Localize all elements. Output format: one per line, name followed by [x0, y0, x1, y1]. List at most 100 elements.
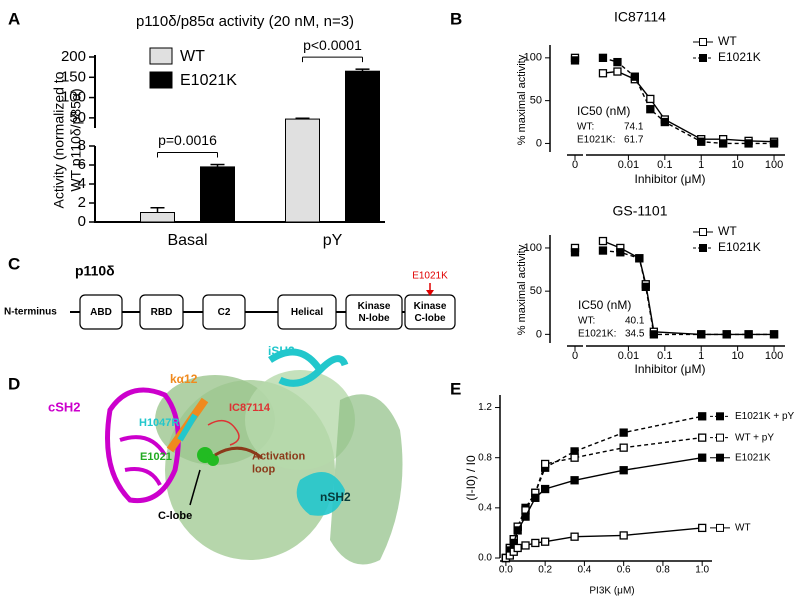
- point: [641, 282, 650, 291]
- ic50-name: WT:: [577, 122, 594, 133]
- point: [646, 94, 655, 104]
- ish2: [268, 348, 349, 387]
- point: [598, 236, 608, 246]
- inhibitor: [207, 419, 240, 446]
- domain-label-line: Helical: [291, 307, 323, 318]
- legend-swatch: [149, 47, 173, 65]
- structure-label: iSH2: [268, 344, 295, 358]
- x-tick-label: pY: [323, 232, 343, 249]
- mutation-arrowhead: [426, 290, 434, 296]
- panel-label: D: [8, 374, 20, 393]
- y-tick-label: 8: [78, 137, 86, 154]
- h1047r-helix: [177, 413, 198, 442]
- y-axis-label-line: WT p110δ/p85α): [67, 88, 83, 191]
- point: [570, 56, 580, 65]
- x-tick-label: 0.8: [656, 565, 670, 576]
- ic50-value: 34.5: [625, 329, 645, 340]
- structure-label: cSH2: [48, 399, 81, 414]
- point: [722, 330, 731, 339]
- pointer: [189, 469, 201, 506]
- structure-label-line: loop: [252, 463, 275, 475]
- x-axis-label: PI3K (μM): [589, 586, 634, 597]
- x-tick-label: 1: [698, 159, 704, 171]
- y-tick-label: 6: [78, 156, 86, 173]
- e1021-sphere: [207, 454, 219, 466]
- legend-marker: [699, 38, 707, 46]
- protein-structure: [105, 348, 403, 565]
- point: [769, 139, 779, 148]
- y-axis-label: % maximal activity: [516, 244, 528, 335]
- structure-label: nSH2: [320, 490, 351, 504]
- ic50-title: IC50 (nM): [578, 298, 631, 312]
- point: [570, 248, 580, 257]
- legend-label: WT + pY: [735, 432, 774, 443]
- x-axis-label: Inhibitor (μM): [635, 362, 706, 376]
- legend-label: WT: [735, 523, 751, 534]
- domain-box: [79, 294, 123, 330]
- y-tick-label: 0.0: [478, 553, 492, 564]
- ic50-value: 74.1: [624, 122, 644, 133]
- x-tick-label: 0.0: [499, 565, 513, 576]
- bar: [200, 166, 235, 223]
- x-tick-label: 0: [572, 159, 578, 171]
- series-line: [505, 415, 703, 559]
- point: [619, 466, 628, 475]
- structure-label: kα12: [170, 372, 198, 386]
- legend-swatch: [149, 71, 173, 89]
- legend-marker: [699, 228, 707, 236]
- structure-label: H1047R: [139, 417, 179, 429]
- n-terminus: N-terminus: [4, 307, 57, 318]
- point: [635, 254, 644, 263]
- x-tick-label: 1.0: [695, 565, 709, 576]
- y-tick-label: 200: [61, 48, 86, 65]
- helical-domain: [155, 375, 275, 465]
- structure-label: IC87114: [229, 402, 271, 414]
- y-tick-label: 0: [536, 328, 542, 340]
- point: [619, 531, 628, 540]
- legend-label: WT: [718, 34, 737, 48]
- y-tick-label: 1.2: [478, 402, 492, 413]
- point: [619, 428, 628, 437]
- legend-label: E1021K + pY: [735, 411, 795, 422]
- y-tick-label: 0: [78, 213, 86, 230]
- y-tick-label: 50: [530, 95, 542, 107]
- legend-marker: [716, 433, 724, 442]
- point: [598, 69, 608, 78]
- y-axis-label: % maximal activity: [516, 54, 528, 145]
- legend-label: E1021K: [180, 72, 237, 89]
- y-tick-label: 50: [530, 285, 542, 297]
- point: [649, 330, 659, 339]
- nsh2: [296, 472, 345, 516]
- domain-label-line: Kinase: [358, 301, 391, 312]
- chart-title: IC87114: [614, 9, 666, 25]
- y-tick-label: 0.4: [478, 502, 492, 513]
- point: [744, 330, 753, 339]
- point: [598, 53, 608, 62]
- point: [697, 330, 706, 339]
- point: [698, 523, 707, 533]
- y-tick-label: 0: [536, 137, 542, 149]
- y-tick-label: 100: [524, 52, 542, 64]
- y-tick-label: 100: [524, 242, 542, 254]
- point: [598, 246, 608, 255]
- point: [630, 72, 639, 81]
- panel-label: A: [8, 9, 20, 28]
- point: [769, 330, 779, 339]
- domain-label: RBD: [151, 307, 173, 318]
- y-tick-label: 50: [69, 109, 86, 126]
- point: [531, 493, 540, 502]
- legend-label: E1021K: [718, 50, 761, 64]
- domain-box: [139, 294, 184, 330]
- domain-label-line: RBD: [151, 307, 173, 318]
- domain-label-line: C2: [218, 307, 231, 318]
- protein-name: p110δ: [75, 263, 115, 279]
- annotation: p<0.0001: [303, 37, 362, 53]
- legend-label: WT: [718, 224, 737, 238]
- structure-label: E1021: [140, 451, 172, 463]
- panel-label: E: [450, 379, 461, 398]
- point: [698, 453, 707, 462]
- x-tick-label: 0: [572, 350, 578, 362]
- mutation-label: E1021K: [412, 271, 448, 282]
- domain-box: [202, 294, 246, 330]
- y-tick-label: 150: [61, 68, 86, 85]
